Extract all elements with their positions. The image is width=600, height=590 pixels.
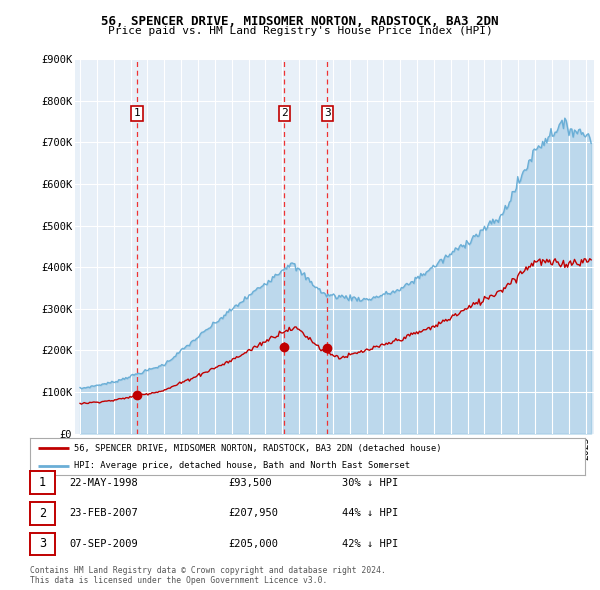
Text: 30% ↓ HPI: 30% ↓ HPI — [342, 478, 398, 487]
Text: This data is licensed under the Open Government Licence v3.0.: This data is licensed under the Open Gov… — [30, 576, 328, 585]
Text: 07-SEP-2009: 07-SEP-2009 — [69, 539, 138, 549]
Text: Price paid vs. HM Land Registry's House Price Index (HPI): Price paid vs. HM Land Registry's House … — [107, 26, 493, 36]
Text: 2: 2 — [39, 507, 46, 520]
Text: £93,500: £93,500 — [228, 478, 272, 487]
Text: 56, SPENCER DRIVE, MIDSOMER NORTON, RADSTOCK, BA3 2DN: 56, SPENCER DRIVE, MIDSOMER NORTON, RADS… — [101, 15, 499, 28]
Text: 1: 1 — [134, 109, 140, 119]
Text: 3: 3 — [324, 109, 331, 119]
Text: 42% ↓ HPI: 42% ↓ HPI — [342, 539, 398, 549]
Text: 23-FEB-2007: 23-FEB-2007 — [69, 509, 138, 518]
Text: HPI: Average price, detached house, Bath and North East Somerset: HPI: Average price, detached house, Bath… — [74, 461, 410, 470]
Text: 2: 2 — [281, 109, 287, 119]
Text: £207,950: £207,950 — [228, 509, 278, 518]
Text: 22-MAY-1998: 22-MAY-1998 — [69, 478, 138, 487]
Text: 56, SPENCER DRIVE, MIDSOMER NORTON, RADSTOCK, BA3 2DN (detached house): 56, SPENCER DRIVE, MIDSOMER NORTON, RADS… — [74, 444, 442, 453]
Text: £205,000: £205,000 — [228, 539, 278, 549]
Text: Contains HM Land Registry data © Crown copyright and database right 2024.: Contains HM Land Registry data © Crown c… — [30, 566, 386, 575]
Text: 3: 3 — [39, 537, 46, 550]
Text: 1: 1 — [39, 476, 46, 489]
Text: 44% ↓ HPI: 44% ↓ HPI — [342, 509, 398, 518]
